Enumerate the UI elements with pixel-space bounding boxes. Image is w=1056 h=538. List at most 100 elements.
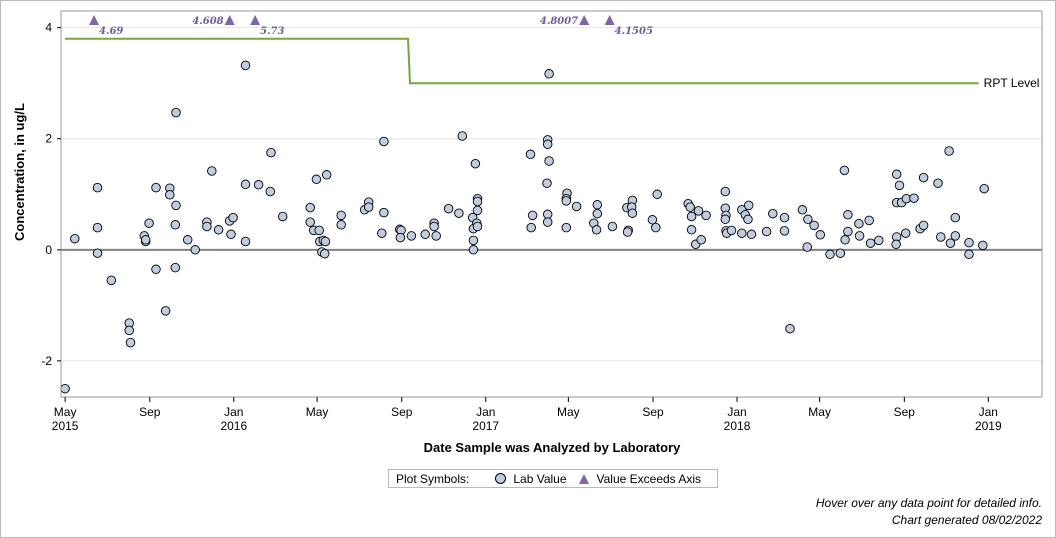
data-point (843, 210, 853, 220)
data-point (843, 226, 853, 237)
data-point (685, 202, 695, 212)
data-point (305, 217, 315, 227)
data-point (864, 215, 874, 226)
data-point (891, 169, 902, 180)
x-tick-label: Sep (391, 405, 413, 419)
data-point (472, 221, 483, 232)
data-points (60, 60, 989, 394)
exceeds-value-label: 5.73 (260, 26, 284, 37)
x-tick-label: Jan (224, 405, 243, 419)
data-point (70, 233, 80, 244)
data-point (125, 337, 136, 348)
x-tick-year-label: 2015 (52, 419, 79, 433)
x-tick-label: May (54, 405, 77, 419)
data-point (803, 214, 813, 225)
data-point (979, 183, 989, 194)
data-point (525, 149, 536, 160)
data-point (737, 228, 747, 238)
data-point (228, 212, 238, 223)
data-point (207, 166, 217, 176)
generated-note: Chart generated 08/02/2022 (891, 513, 1042, 527)
x-tick-label: Jan (727, 405, 746, 419)
data-point (379, 207, 389, 218)
y-tick-label: -2 (41, 354, 52, 368)
data-point (171, 107, 181, 118)
data-point (768, 208, 778, 219)
data-point (933, 178, 943, 188)
data-point (561, 196, 572, 206)
data-point (240, 236, 251, 247)
data-point (60, 383, 70, 394)
data-point (918, 220, 929, 231)
data-point (106, 275, 117, 286)
data-point (319, 248, 330, 259)
x-tick-label: May (808, 405, 831, 419)
data-point (840, 235, 850, 245)
data-point (785, 323, 795, 334)
data-point (202, 221, 212, 232)
data-point (627, 208, 638, 218)
exceeds-value-label: 4.608 (192, 16, 223, 27)
y-tick-label: 0 (45, 243, 52, 257)
x-tick-label: Jan (476, 405, 495, 419)
data-point (825, 249, 835, 260)
exceeds-axis-markers: 4.69 4.608 5.73 4.8007 4.1505 (89, 15, 653, 37)
legend: Plot Symbols: Lab Value Value Exceeds Ax… (388, 469, 718, 488)
data-point (542, 139, 553, 150)
data-point (171, 200, 181, 211)
data-point (950, 212, 961, 223)
x-tick-label: Sep (139, 405, 161, 419)
data-point (213, 225, 224, 235)
exceeds-triangle (579, 15, 590, 25)
data-point (468, 245, 479, 255)
x-tick-year-label: 2017 (472, 419, 499, 433)
data-point (720, 186, 731, 197)
data-point (92, 222, 103, 233)
data-point (797, 205, 808, 215)
legend-lab-value: Lab Value (513, 471, 567, 486)
data-point (651, 222, 661, 233)
data-point (686, 211, 697, 222)
data-point (720, 214, 731, 225)
data-point (891, 239, 901, 250)
data-point (160, 306, 171, 316)
exceeds-value-label: 4.1505 (615, 26, 653, 37)
data-point (918, 172, 929, 183)
data-point (647, 215, 658, 225)
data-point (472, 205, 483, 216)
rpt-level-label: RPT Level (984, 76, 1040, 90)
data-point (839, 165, 850, 176)
data-point (170, 262, 181, 273)
data-point (746, 229, 757, 240)
data-point (854, 231, 865, 241)
data-point (936, 232, 946, 242)
x-tick-year-label: 2018 (724, 419, 751, 433)
data-point (761, 226, 772, 237)
data-point (815, 230, 826, 240)
data-point (542, 209, 553, 220)
data-point (240, 179, 251, 190)
data-point (377, 228, 387, 238)
data-point (454, 208, 464, 218)
data-point (140, 235, 151, 245)
x-tick-label: Sep (642, 405, 664, 419)
data-point (379, 136, 389, 147)
legend-exceeds-axis: Value Exceeds Axis (596, 471, 702, 486)
data-point (151, 264, 161, 275)
y-axis-title: Concentration, in ug/L (12, 103, 27, 241)
data-point (854, 218, 864, 229)
data-point (144, 218, 154, 228)
legend-circle-icon (495, 473, 507, 484)
data-point (686, 225, 697, 235)
data-point (151, 182, 161, 193)
data-point (909, 193, 919, 203)
data-point (321, 170, 332, 180)
data-point (266, 147, 276, 158)
data-point (429, 221, 439, 232)
data-point (592, 208, 603, 219)
data-point (950, 231, 961, 241)
data-point (92, 248, 103, 258)
plot-area-border (60, 10, 1043, 398)
data-point (693, 206, 704, 216)
